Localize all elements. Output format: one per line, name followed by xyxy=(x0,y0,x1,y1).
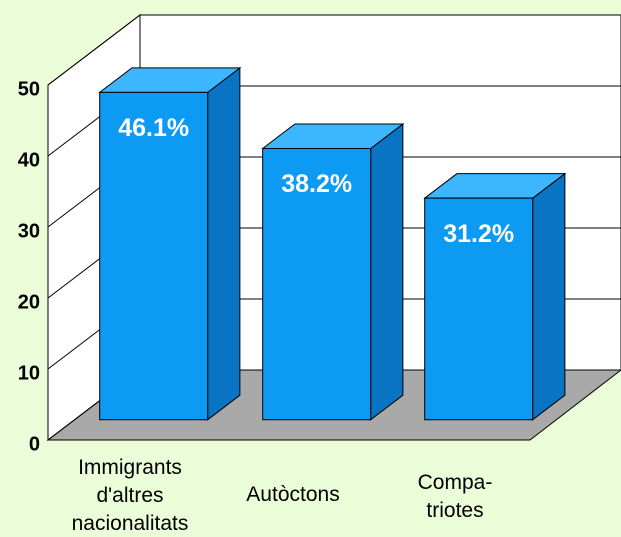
x-tick-label-line: d'altres xyxy=(96,484,163,507)
bar-side xyxy=(370,122,404,421)
bar xyxy=(262,147,372,421)
value-label: 46.1% xyxy=(118,114,189,142)
y-tick-label: 20 xyxy=(18,291,40,313)
value-label: 38.2% xyxy=(281,170,352,198)
bar-side xyxy=(207,66,241,421)
grid-line xyxy=(47,14,621,86)
x-tick-label-line: Compa- xyxy=(418,471,493,494)
x-tick-label: Immigrants d'altres nacionalitats xyxy=(72,456,189,535)
value-label: 31.2% xyxy=(443,220,514,248)
y-tick-label: 10 xyxy=(18,362,40,384)
x-tick-label-line: Autòctons xyxy=(246,483,339,506)
x-tick-label-line: triotes xyxy=(426,499,483,522)
y-tick-label: 50 xyxy=(18,78,40,100)
x-tick-label-line: Immigrants xyxy=(78,456,182,479)
x-tick-label: Compa-triotes xyxy=(418,471,493,522)
x-tick-label: Autòctons xyxy=(246,483,339,506)
y-tick-label: 30 xyxy=(18,220,40,242)
bar xyxy=(424,197,534,421)
y-tick-label: 40 xyxy=(18,149,40,171)
x-tick-label-line: nacionalitats xyxy=(72,512,189,535)
bar-side xyxy=(532,172,566,421)
y-tick-label: 0 xyxy=(29,433,40,455)
bar xyxy=(99,91,209,421)
